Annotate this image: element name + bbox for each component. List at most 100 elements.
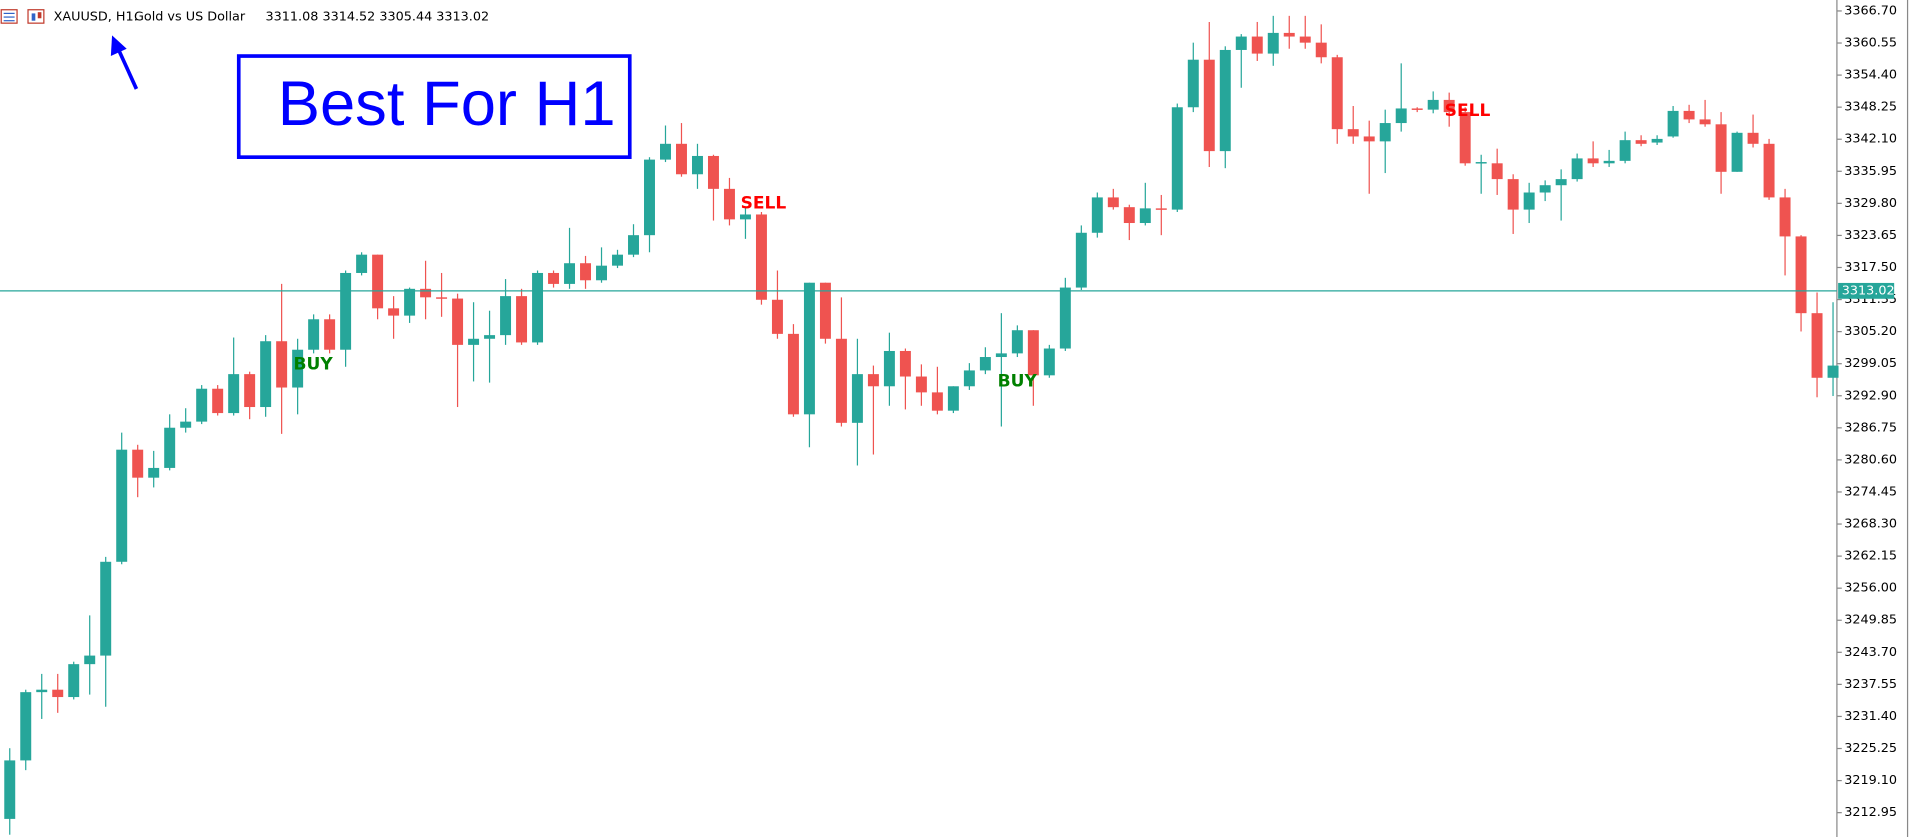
candle-body — [420, 288, 432, 298]
y-tick-label: 3237.55 — [1844, 677, 1897, 692]
icon — [37, 12, 42, 19]
candle-body — [691, 155, 703, 175]
candle-body — [1219, 49, 1231, 152]
candle-body — [292, 349, 304, 388]
candle-body — [1811, 313, 1823, 378]
candle-body — [580, 263, 592, 281]
candle-body — [1555, 179, 1567, 186]
candle-body — [1475, 162, 1487, 164]
y-tick-label: 3305.20 — [1844, 324, 1897, 339]
candle-body — [931, 392, 943, 411]
y-tick-label: 3354.40 — [1844, 68, 1897, 83]
candle-body — [356, 254, 368, 273]
candle-body — [500, 296, 512, 336]
y-tick-label: 3262.15 — [1844, 549, 1897, 564]
candle-body — [723, 188, 735, 220]
candle-body — [851, 374, 863, 423]
candle-body — [1635, 140, 1647, 144]
candle-body — [148, 467, 160, 478]
candle-body — [548, 272, 560, 284]
y-tick-label: 3317.50 — [1844, 260, 1897, 275]
candle-body — [212, 388, 224, 414]
candle-body — [1091, 197, 1103, 233]
candle-body — [1139, 208, 1151, 224]
candle-body — [1571, 158, 1583, 180]
candle-body — [1011, 330, 1023, 354]
candle-body — [1123, 207, 1135, 224]
candle-body — [1587, 158, 1599, 164]
ohlc-text: 3311.08 3314.52 3305.44 3313.02 — [266, 10, 490, 25]
y-tick-label: 3335.95 — [1844, 164, 1897, 179]
candle-body — [180, 421, 192, 428]
icon — [31, 13, 36, 21]
candle-body — [1331, 57, 1343, 130]
candle-body — [36, 689, 48, 693]
candle-body — [1283, 32, 1295, 37]
candle-body — [963, 370, 975, 387]
candle-body — [1667, 110, 1679, 137]
candle-body — [803, 282, 815, 415]
candle-body — [1315, 42, 1327, 58]
y-tick-label: 3286.75 — [1844, 420, 1897, 435]
candle-body — [1619, 140, 1631, 161]
candle-body — [116, 449, 128, 562]
candle-body — [1651, 138, 1663, 143]
candle-body — [612, 254, 623, 266]
signal-label: SELL — [741, 193, 787, 213]
candle-body — [1267, 32, 1279, 54]
candle-body — [1171, 107, 1183, 210]
candle-body — [468, 338, 480, 345]
candle-body — [660, 143, 671, 160]
candle-body — [755, 214, 767, 300]
chart-subtitle: Gold vs US Dollar — [134, 10, 246, 25]
candle-body — [707, 155, 719, 189]
y-tick-label: 3280.60 — [1844, 452, 1897, 467]
last-price-label: 3313.02 — [1842, 283, 1895, 298]
candle-body — [1443, 99, 1455, 113]
candle-body — [1763, 143, 1775, 198]
icon — [27, 9, 45, 24]
candle-body — [1411, 108, 1423, 110]
candle-body — [1235, 36, 1247, 50]
candle-body — [1155, 208, 1167, 210]
candle-body — [899, 350, 911, 377]
candle-body — [1779, 197, 1791, 237]
candle-body — [1731, 132, 1743, 172]
y-tick-label: 3348.25 — [1844, 100, 1897, 115]
candle-body — [52, 689, 64, 698]
chart-title: XAUUSD, H1: — [54, 10, 138, 25]
y-tick-label: 3256.00 — [1844, 581, 1897, 596]
y-tick-label: 3212.95 — [1844, 805, 1897, 820]
candle-body — [995, 353, 1007, 358]
candle-body — [1107, 197, 1119, 208]
candle-body — [883, 350, 895, 387]
candle-body — [1827, 365, 1839, 378]
candle-body — [1427, 99, 1439, 110]
candle-body — [787, 333, 799, 415]
toolbar-icons — [0, 9, 45, 24]
candle-body — [84, 655, 96, 665]
y-tick-label: 3360.55 — [1844, 36, 1897, 51]
candle-body — [164, 427, 176, 468]
candle-body — [915, 376, 927, 393]
candle-body — [739, 214, 751, 220]
candle-body — [68, 664, 80, 698]
candle-body — [436, 297, 448, 299]
candle-body — [1299, 36, 1311, 43]
candle-body — [452, 298, 464, 345]
candle-body — [532, 272, 544, 343]
candle-body — [484, 335, 496, 339]
candle-body — [4, 760, 16, 819]
candle-body — [1251, 36, 1263, 54]
banner-text: Best For H1 — [278, 69, 616, 139]
candle-body — [1043, 348, 1055, 376]
candle-body — [676, 143, 687, 175]
signal-label: BUY — [294, 354, 334, 374]
last-price-box — [1838, 282, 1895, 299]
candle-body — [132, 449, 144, 478]
y-tick-label: 3329.80 — [1844, 196, 1897, 211]
candle-body — [1523, 192, 1535, 210]
y-tick-label: 3323.65 — [1844, 228, 1897, 243]
candle-body — [947, 386, 959, 411]
